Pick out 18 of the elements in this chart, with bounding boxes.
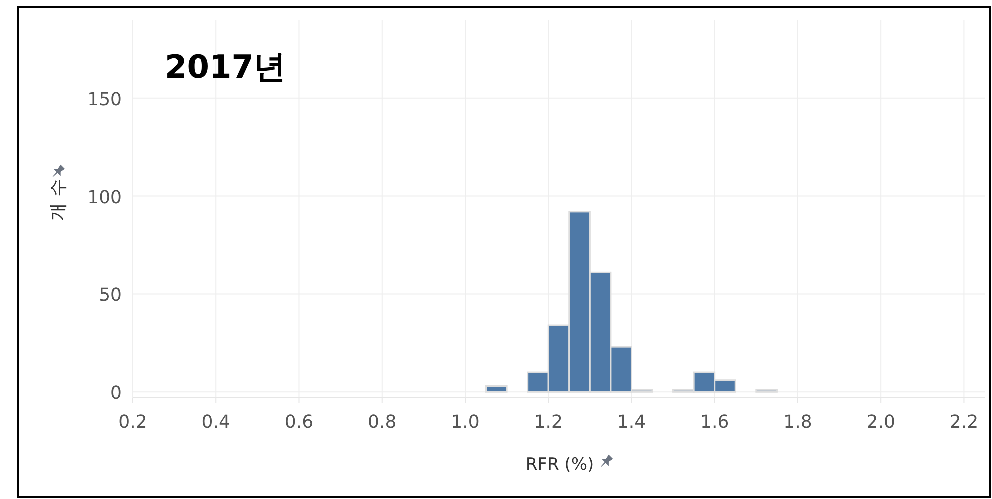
y-tick-label: 50 — [99, 285, 122, 306]
x-axis-title: RFR (%) — [526, 455, 594, 475]
x-tick-label: 0.8 — [368, 412, 397, 433]
x-tick-label: 1.8 — [784, 412, 812, 433]
x-tick-label: 0.2 — [118, 412, 148, 433]
text: 2017년 — [165, 48, 286, 86]
x-tick-label: 1.4 — [617, 412, 646, 433]
x-tick-label: 0.6 — [284, 412, 314, 433]
x-tick-label: 2.0 — [866, 412, 896, 433]
y-tick-label: 0 — [110, 383, 122, 404]
x-tick-label: 0.4 — [202, 412, 230, 433]
x-tick-label: 1.0 — [451, 412, 480, 433]
y-tick-label: 150 — [88, 89, 122, 110]
y-tick-label: 100 — [88, 187, 122, 208]
x-tick-label: 1.6 — [700, 412, 730, 433]
x-tick-label: 2.2 — [950, 412, 979, 433]
x-tick-label: 1.2 — [534, 412, 563, 433]
y-axis-title: 개 수 — [48, 179, 69, 221]
